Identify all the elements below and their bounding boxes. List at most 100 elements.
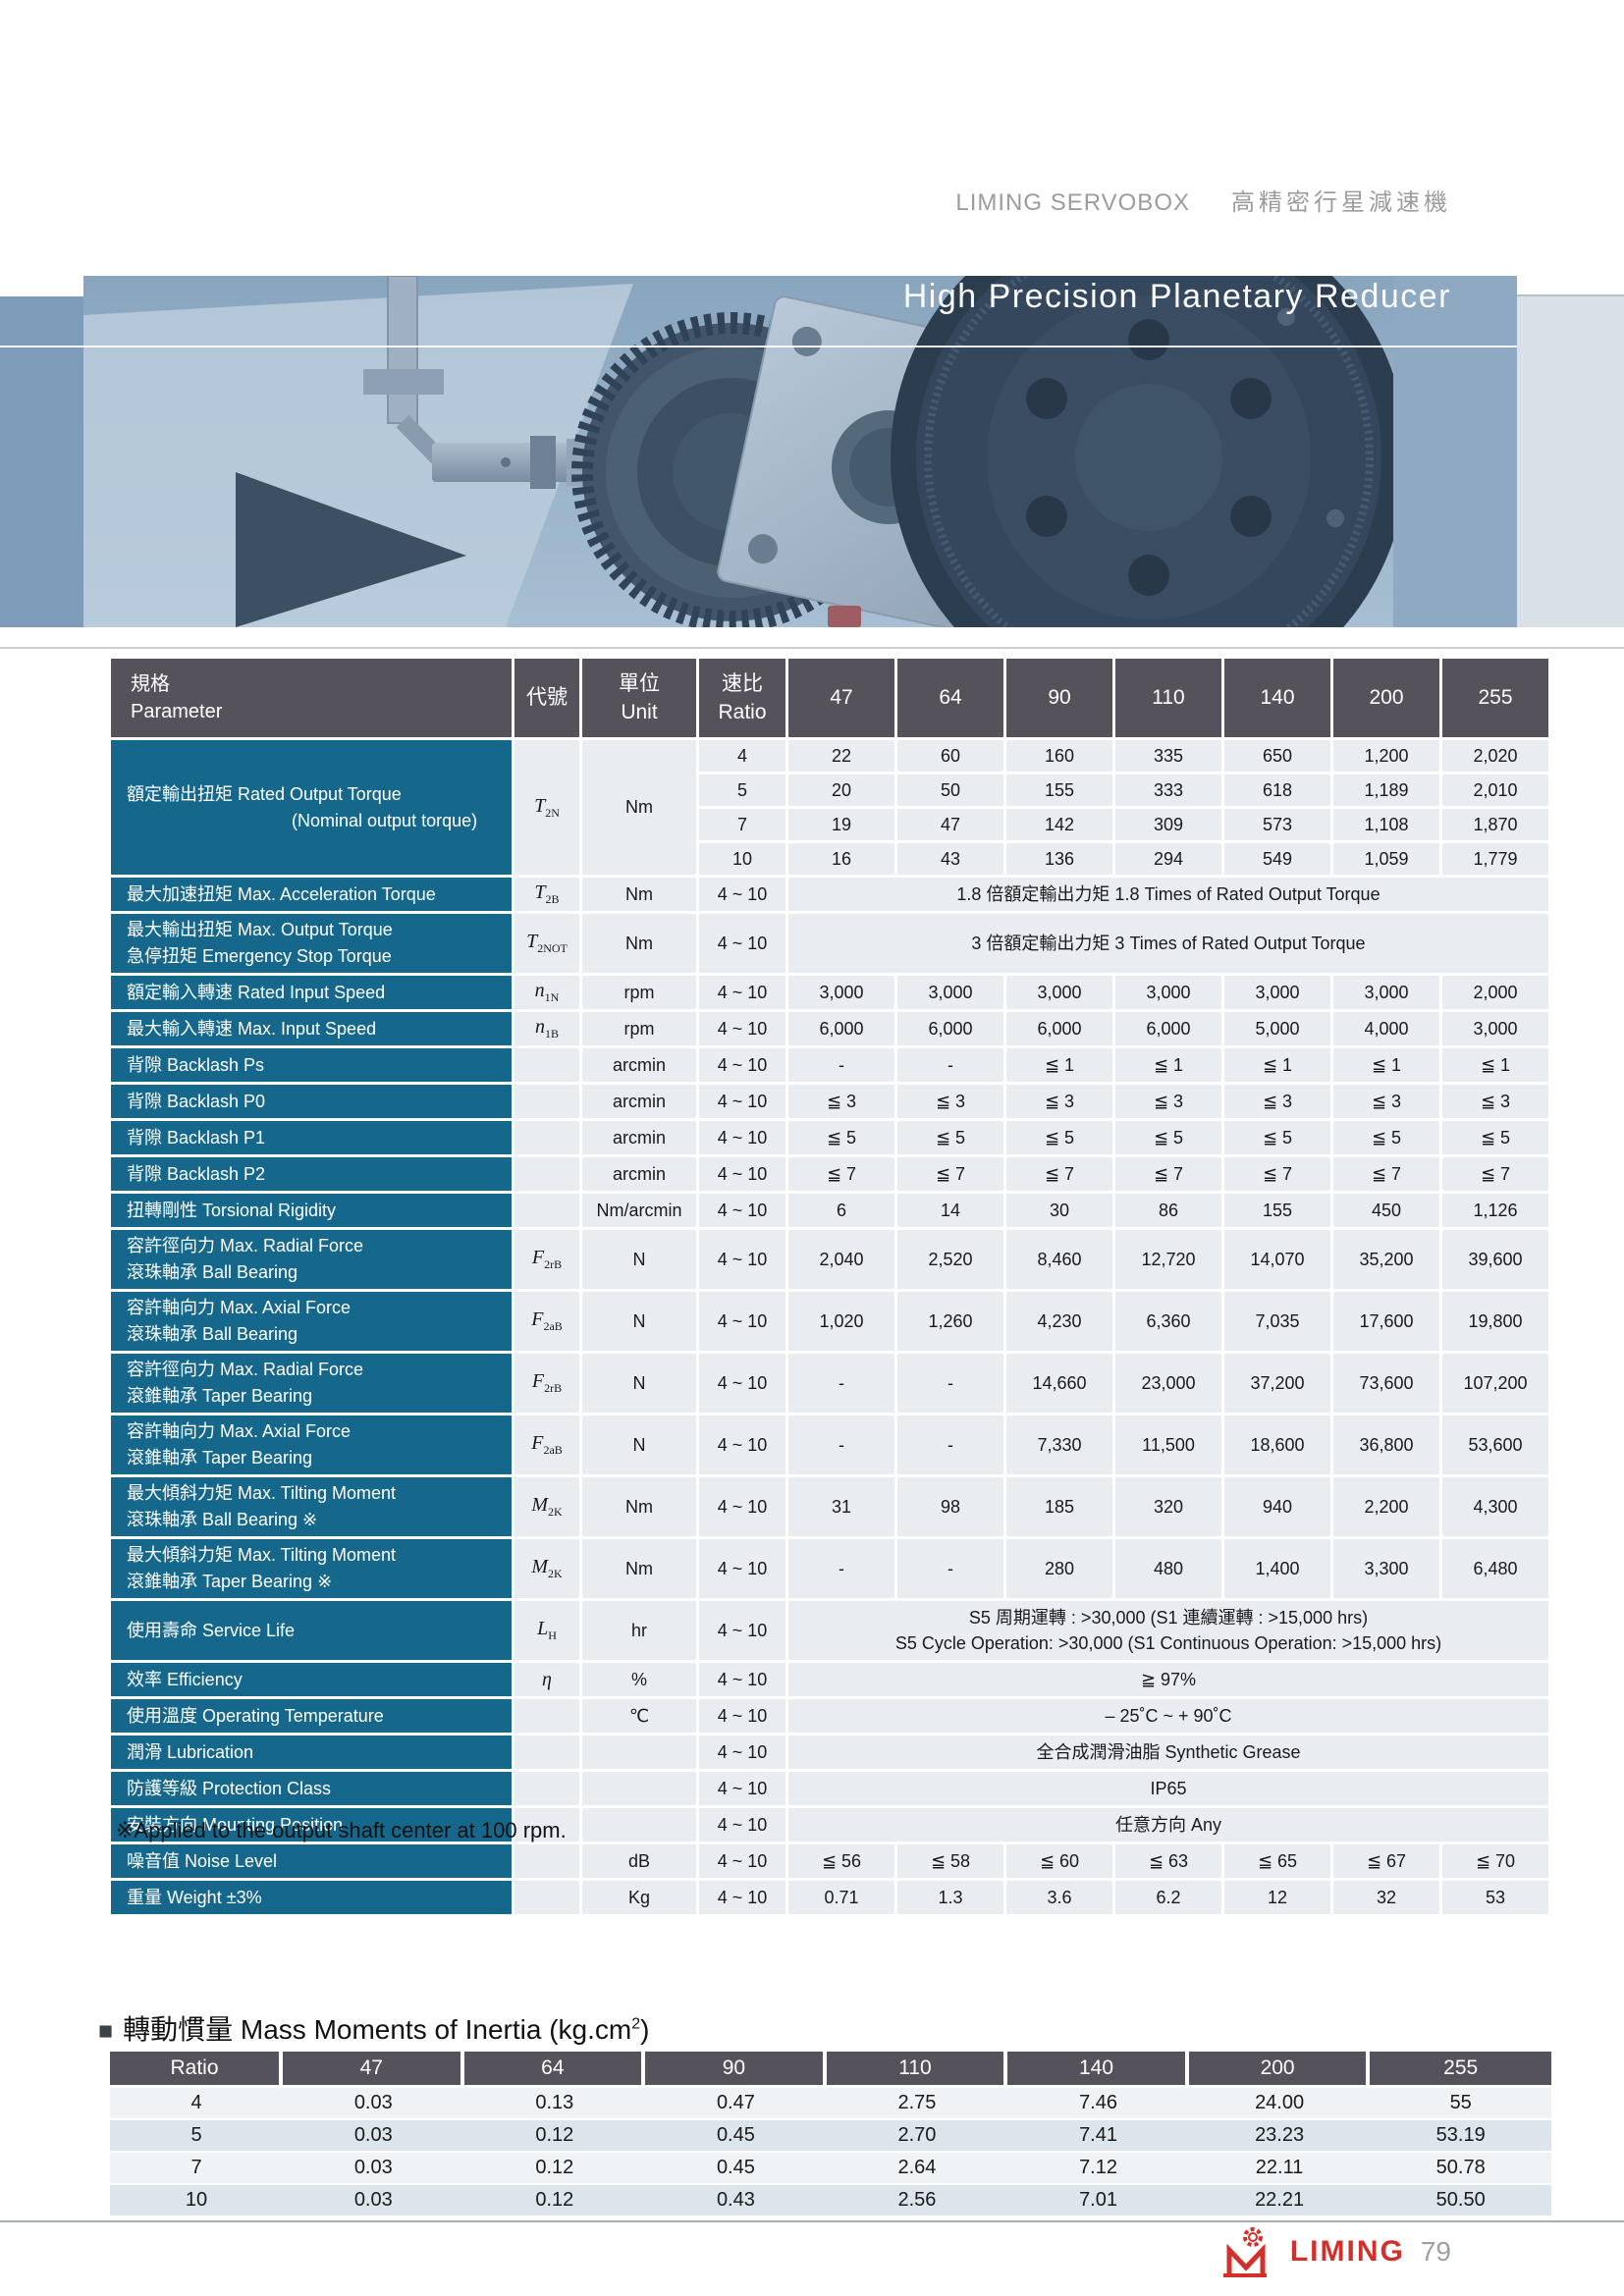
inertia-cell: 0.13 (463, 2088, 646, 2120)
ratio-cell: 4 ~ 10 (699, 1881, 785, 1914)
row-label: 扭轉剛性 Torsional Rigidity (111, 1194, 512, 1227)
row-label-line: 額定輸出扭矩 Rated Output Torque (127, 783, 402, 804)
inertia-row: 4 0.03 0.13 0.47 2.75 7.46 24.00 55 (110, 2088, 1551, 2120)
spec-row: 最大輸出扭矩 Max. Output Torque 急停扭矩 Emergency … (111, 914, 1548, 973)
inertia-cell: 0.03 (283, 2088, 464, 2120)
row-label-line: 容許軸向力 Max. Axial Force (127, 1298, 352, 1317)
spec-row: 容許徑向力 Max. Radial Force 滾錐軸承 Taper Bearin… (111, 1354, 1548, 1413)
spec-row: 5 20 50 155 333 618 1,189 2,010 (111, 774, 1548, 806)
unit-cell (582, 1808, 696, 1842)
value-cell: ≦ 7 (1333, 1157, 1439, 1191)
ratio-cell: 4 ~ 10 (699, 1048, 785, 1082)
value-cell: 650 (1224, 740, 1330, 772)
ratio-cell: 4 ~ 10 (699, 1772, 785, 1805)
ratio-cell: 4 ~ 10 (699, 1844, 785, 1878)
spec-header-model: 110 (1115, 659, 1221, 737)
symbol-cell: n1N (514, 976, 579, 1009)
ratio-cell: 4 ~ 10 (699, 878, 785, 911)
symbol-cell (514, 1085, 579, 1118)
value-cell: ≦ 1 (1006, 1048, 1112, 1082)
row-label-line: 防護等級 Protection Class (127, 1778, 332, 1798)
ratio-cell: 4 ~ 10 (699, 1157, 785, 1191)
unit-cell: % (582, 1663, 696, 1696)
value-cell: ≦ 5 (788, 1121, 894, 1154)
section-divider-line (0, 647, 1624, 649)
spec-row: 最大加速扭矩 Max. Acceleration Torque T2B Nm 4 ~ … (111, 878, 1548, 911)
ratio-cell: 4 ~ 10 (699, 1292, 785, 1351)
span-value-cell: – 25˚C ~ + 90˚C (788, 1699, 1548, 1733)
row-label-line: 使用壽命 Service Life (127, 1620, 296, 1640)
row-label-line: 滾錐軸承 Taper Bearing (127, 1448, 313, 1468)
value-cell: 30 (1006, 1194, 1112, 1227)
value-cell: ≦ 7 (1115, 1157, 1221, 1191)
value-cell: 20 (788, 774, 894, 806)
span-value-line: ≧ 97% (1140, 1669, 1197, 1689)
symbol-cell (514, 1048, 579, 1082)
unit-cell: arcmin (582, 1157, 696, 1191)
inertia-cell: 0.45 (645, 2120, 827, 2153)
row-label-line: 使用溫度 Operating Temperature (127, 1705, 384, 1726)
row-label: 容許徑向力 Max. Radial Force 滾珠軸承 Ball Bearing (111, 1230, 512, 1289)
unit-cell: Nm (582, 1477, 696, 1536)
header-subtitle-text: 高精密行星減速機 (1231, 189, 1451, 216)
inertia-cell: 0.12 (463, 2153, 646, 2185)
value-cell: 12 (1224, 1881, 1330, 1914)
ratio-cell: 4 ~ 10 (699, 1354, 785, 1413)
span-value-line: 3 倍額定輸出力矩 3 Times of Rated Output Torque (971, 933, 1366, 953)
spec-header-model: 47 (788, 659, 894, 737)
value-cell: 19 (788, 809, 894, 840)
ratio-cell: 4 ~ 10 (699, 1808, 785, 1842)
unit-cell: Nm/arcmin (582, 1194, 696, 1227)
row-label-line: 容許徑向力 Max. Radial Force (127, 1360, 364, 1379)
value-cell: ≦ 7 (1442, 1157, 1548, 1191)
value-cell: ≦ 5 (1442, 1121, 1548, 1154)
inertia-cell: 53.19 (1370, 2120, 1551, 2153)
value-cell: 2,010 (1442, 774, 1548, 806)
inertia-table-body: 4 0.03 0.13 0.47 2.75 7.46 24.00 55 5 0.03 0.12 0.4… (110, 2088, 1551, 2217)
value-cell: 32 (1333, 1881, 1439, 1914)
value-cell: 549 (1224, 843, 1330, 875)
value-cell: 31 (788, 1477, 894, 1536)
unit-cell: Kg (582, 1881, 696, 1914)
spec-row: 背隙 Backlash P0 arcmin 4 ~ 10 ≦ 3 ≦ 3 ≦ 3 ≦ 3 ≦ … (111, 1085, 1548, 1118)
ratio-cell: 4 ~ 10 (699, 1539, 785, 1598)
inertia-header-cell: 90 (645, 2052, 827, 2088)
value-cell: - (897, 1539, 1003, 1598)
row-label-line: 最大傾斜力矩 Max. Tilting Moment (127, 1545, 397, 1565)
hero-title: High Precision Planetary Reducer (902, 278, 1451, 315)
row-label: 安裝方向 Mounting Position (111, 1808, 512, 1842)
inertia-header-cell: 200 (1188, 2052, 1371, 2088)
symbol-cell: M2K (514, 1539, 579, 1598)
inertia-cell: 2.75 (826, 2088, 1008, 2120)
inertia-cell: 0.12 (463, 2185, 646, 2217)
symbol-cell: F2aB (514, 1292, 579, 1351)
value-cell: 1,200 (1333, 740, 1439, 772)
value-cell: 573 (1224, 809, 1330, 840)
inertia-cell: 0.03 (283, 2185, 464, 2217)
inertia-cell: 22.11 (1188, 2153, 1371, 2185)
symbol-cell (514, 1772, 579, 1805)
value-cell: ≦ 1 (1333, 1048, 1439, 1082)
inertia-cell: 2.56 (826, 2185, 1008, 2217)
row-label: 背隙 Backlash P1 (111, 1121, 512, 1154)
inertia-header-row: Ratio 47 64 90 110 140 200 255 (110, 2052, 1551, 2088)
value-cell: 60 (897, 740, 1003, 772)
hero-machine-photo (83, 276, 1393, 627)
value-cell: 53,600 (1442, 1415, 1548, 1474)
spec-row: 背隙 Backlash P1 arcmin 4 ~ 10 ≦ 5 ≦ 5 ≦ 5 ≦ 5 ≦ … (111, 1121, 1548, 1154)
hero-white-hairline (0, 346, 1517, 347)
hero-banner (0, 276, 1624, 627)
spec-header-model: 140 (1224, 659, 1330, 737)
symbol-cell (514, 1194, 579, 1227)
row-label-line: 急停扭矩 Emergency Stop Torque (127, 946, 392, 966)
value-cell: 480 (1115, 1539, 1221, 1598)
row-label: 容許軸向力 Max. Axial Force 滾珠軸承 Ball Bearing (111, 1292, 512, 1351)
unit-cell: rpm (582, 976, 696, 1009)
row-label: 最大輸出扭矩 Max. Output Torque 急停扭矩 Emergency … (111, 914, 512, 973)
row-label-line: 背隙 Backlash P1 (127, 1127, 266, 1148)
value-cell: 450 (1333, 1194, 1439, 1227)
value-cell: ≦ 1 (1115, 1048, 1221, 1082)
row-label: 使用壽命 Service Life (111, 1601, 512, 1660)
footer-rule (0, 2220, 1624, 2222)
spec-row: 背隙 Backlash Ps arcmin 4 ~ 10- - ≦ 1 ≦ 1 ≦ 1 ≦ 1… (111, 1048, 1548, 1082)
